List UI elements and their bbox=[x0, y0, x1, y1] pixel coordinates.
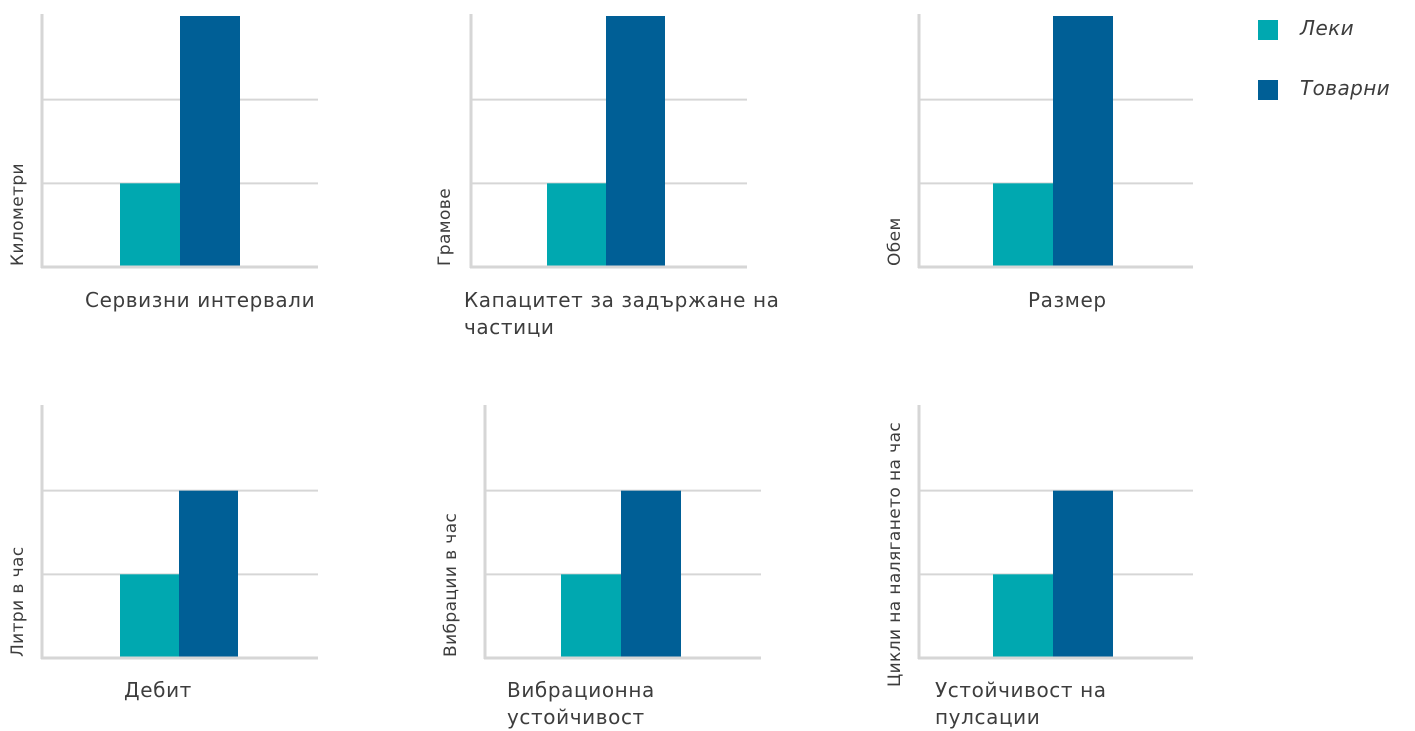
x-axis-label-4: Дебит bbox=[124, 678, 192, 702]
y-axis-label-1: Километри bbox=[8, 162, 28, 266]
y-axis-label-5: Вибрации в час bbox=[441, 512, 461, 657]
chart-plot-5 bbox=[483, 405, 761, 660]
x-axis-label-2: Капацитет за задържане на частици bbox=[464, 288, 780, 339]
y-axis-label-2: Грамове bbox=[435, 187, 455, 266]
bar-heavy bbox=[1053, 16, 1113, 267]
chart-panel-2: Грамове Капацитет за задържане на частиц… bbox=[427, 0, 787, 360]
bar-light bbox=[120, 574, 179, 658]
bar-light bbox=[993, 574, 1053, 658]
bar-light bbox=[993, 183, 1053, 267]
chart-panel-3: Обем Размер bbox=[877, 0, 1217, 360]
y-axis-label-4: Литри в час bbox=[8, 546, 28, 657]
chart-panel-6: Цикли на налягането на час Устойчивост н… bbox=[877, 390, 1217, 730]
chart-plot-2 bbox=[469, 14, 747, 269]
y-axis-label-6: Цикли на налягането на час bbox=[885, 421, 905, 687]
chart-panel-1: Километри Сервизни интервали bbox=[0, 0, 340, 360]
y-axis-label-3: Обем bbox=[885, 217, 905, 266]
x-axis-label-6: Устойчивост на пулсации bbox=[935, 678, 1107, 729]
x-axis-label-1: Сервизни интервали bbox=[85, 288, 316, 312]
x-axis-label-3: Размер bbox=[1028, 288, 1107, 312]
bar-light bbox=[120, 183, 180, 267]
bar-heavy bbox=[1053, 490, 1113, 658]
legend-swatch-heavy bbox=[1258, 80, 1278, 100]
legend-swatch-light bbox=[1258, 20, 1278, 40]
legend-label-light: Леки bbox=[1300, 16, 1355, 40]
chart-plot-6 bbox=[917, 405, 1193, 660]
chart-plot-4 bbox=[40, 405, 318, 660]
chart-plot-1 bbox=[40, 14, 318, 269]
bar-heavy bbox=[606, 16, 665, 267]
bar-heavy bbox=[179, 490, 238, 658]
bar-light bbox=[561, 574, 621, 658]
x-axis-label-5: Вибрационна устойчивост bbox=[507, 678, 655, 729]
bar-heavy bbox=[621, 490, 681, 658]
bar-heavy bbox=[180, 16, 240, 267]
chart-panel-5: Вибрации в час Вибрационна устойчивост bbox=[441, 390, 781, 730]
bar-light bbox=[547, 183, 606, 267]
chart-panel-4: Литри в час Дебит bbox=[0, 390, 340, 730]
legend-label-heavy: Товарни bbox=[1300, 76, 1391, 100]
chart-plot-3 bbox=[917, 14, 1193, 269]
